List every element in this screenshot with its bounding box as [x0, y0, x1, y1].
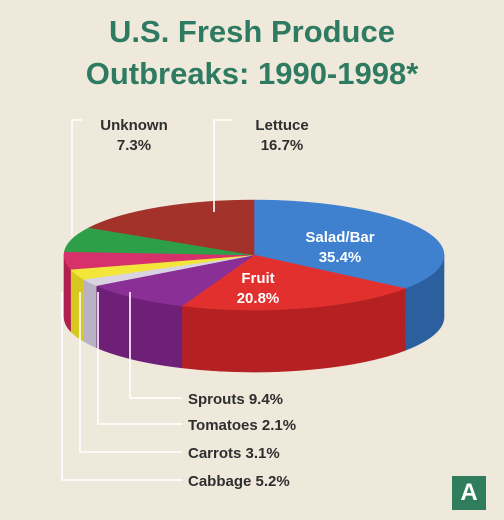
pie-side-tomatoes	[83, 278, 97, 349]
label-sprouts: Sprouts 9.4%	[188, 391, 283, 408]
pie-slice-fruit	[181, 254, 406, 311]
pie-labels: Salad/Bar 35.4% Fruit 20.8% Unknown 7.3% Lettu…	[61, 117, 375, 490]
label-salad-bar-name: Salad/Bar	[305, 229, 374, 246]
label-fruit-name: Fruit	[241, 270, 274, 287]
pie-top	[63, 199, 445, 311]
pie-side-carrots	[70, 268, 84, 342]
leader-carrots	[79, 292, 182, 453]
chart-title-line-2: Outbreaks: 1990-1998*	[85, 56, 419, 91]
panel-label-badge: A	[452, 476, 486, 510]
leader-sprouts	[129, 292, 182, 399]
label-salad-bar-value: 35.4%	[319, 249, 362, 266]
chart-title-line-1: U.S. Fresh Produce	[109, 14, 395, 49]
label-unknown-name: Unknown	[100, 117, 168, 134]
leader-cabbage	[61, 292, 182, 481]
label-tomatoes: Tomatoes 2.1%	[188, 417, 296, 434]
label-lettuce-name: Lettuce	[255, 117, 308, 134]
leader-unknown	[71, 119, 82, 236]
label-cabbage: Cabbage 5.2%	[188, 473, 290, 490]
pie-slice-sprouts	[95, 254, 255, 307]
leader-lettuce	[213, 119, 232, 212]
pie-slice-salad-bar	[253, 199, 445, 289]
label-fruit-value: 20.8%	[237, 290, 280, 307]
label-unknown-value: 7.3%	[117, 137, 151, 154]
pie-slice-lettuce	[88, 199, 255, 256]
label-lettuce-value: 16.7%	[261, 137, 304, 154]
label-carrots: Carrots 3.1%	[188, 445, 280, 462]
leader-tomatoes	[97, 292, 182, 425]
